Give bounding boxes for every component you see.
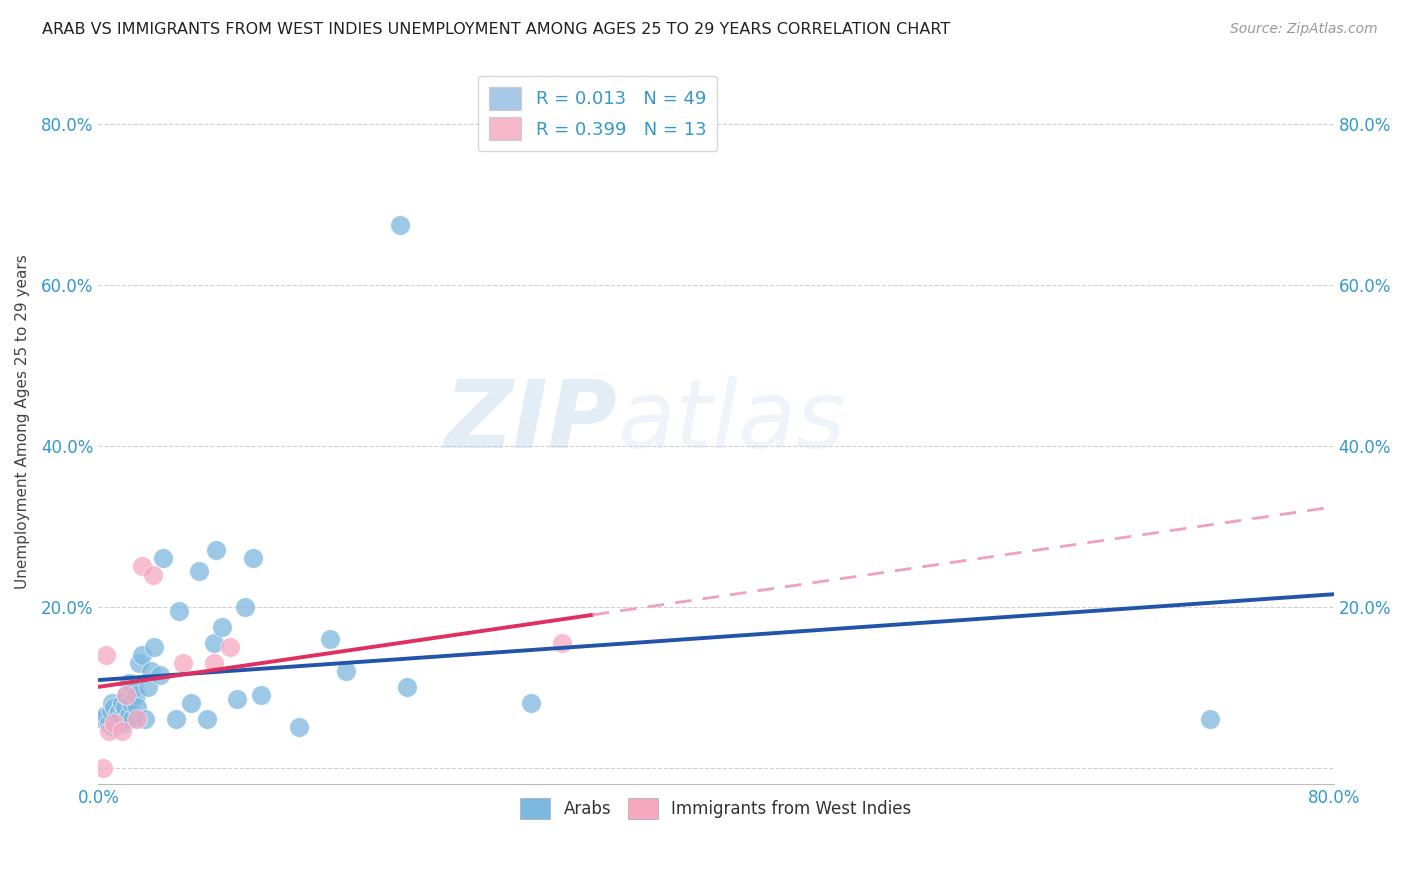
- Point: [167, 604, 190, 618]
- Point: [143, 640, 166, 654]
- Point: [103, 716, 125, 731]
- Legend: Arabs, Immigrants from West Indies: Arabs, Immigrants from West Indies: [513, 791, 918, 826]
- Point: [136, 680, 159, 694]
- Point: [211, 620, 233, 634]
- Point: [121, 712, 143, 726]
- Point: [165, 712, 187, 726]
- Point: [107, 704, 129, 718]
- Point: [172, 656, 194, 670]
- Point: [195, 712, 218, 726]
- Point: [111, 696, 134, 710]
- Point: [98, 716, 121, 731]
- Point: [141, 567, 163, 582]
- Point: [131, 559, 153, 574]
- Point: [233, 599, 256, 614]
- Y-axis label: Unemployment Among Ages 25 to 29 years: Unemployment Among Ages 25 to 29 years: [15, 254, 30, 589]
- Point: [100, 704, 122, 718]
- Point: [118, 708, 141, 723]
- Point: [103, 700, 125, 714]
- Point: [249, 688, 271, 702]
- Point: [180, 696, 202, 710]
- Point: [242, 551, 264, 566]
- Point: [388, 218, 411, 232]
- Point: [550, 636, 572, 650]
- Point: [396, 680, 419, 694]
- Point: [202, 656, 225, 670]
- Point: [131, 648, 153, 662]
- Point: [288, 720, 311, 734]
- Point: [120, 696, 142, 710]
- Point: [91, 761, 114, 775]
- Point: [520, 696, 543, 710]
- Point: [108, 712, 131, 726]
- Point: [202, 636, 225, 650]
- Point: [335, 664, 357, 678]
- Text: ARAB VS IMMIGRANTS FROM WEST INDIES UNEMPLOYMENT AMONG AGES 25 TO 29 YEARS CORRE: ARAB VS IMMIGRANTS FROM WEST INDIES UNEM…: [42, 22, 950, 37]
- Point: [115, 688, 138, 702]
- Point: [226, 692, 249, 706]
- Point: [96, 708, 118, 723]
- Point: [122, 680, 145, 694]
- Point: [98, 724, 121, 739]
- Point: [124, 688, 146, 702]
- Point: [101, 696, 124, 710]
- Point: [91, 712, 114, 726]
- Point: [117, 712, 139, 726]
- Point: [114, 700, 136, 714]
- Point: [125, 700, 148, 714]
- Point: [115, 688, 138, 702]
- Point: [111, 724, 134, 739]
- Point: [96, 648, 118, 662]
- Point: [103, 720, 125, 734]
- Point: [128, 656, 150, 670]
- Point: [319, 632, 342, 646]
- Text: Source: ZipAtlas.com: Source: ZipAtlas.com: [1230, 22, 1378, 37]
- Point: [139, 664, 162, 678]
- Point: [204, 543, 226, 558]
- Point: [105, 708, 128, 723]
- Point: [125, 712, 148, 726]
- Point: [152, 551, 174, 566]
- Point: [134, 712, 156, 726]
- Point: [118, 676, 141, 690]
- Point: [149, 668, 172, 682]
- Point: [187, 564, 209, 578]
- Point: [112, 716, 135, 731]
- Text: ZIP: ZIP: [444, 376, 617, 467]
- Point: [1199, 712, 1222, 726]
- Text: atlas: atlas: [617, 376, 845, 467]
- Point: [218, 640, 240, 654]
